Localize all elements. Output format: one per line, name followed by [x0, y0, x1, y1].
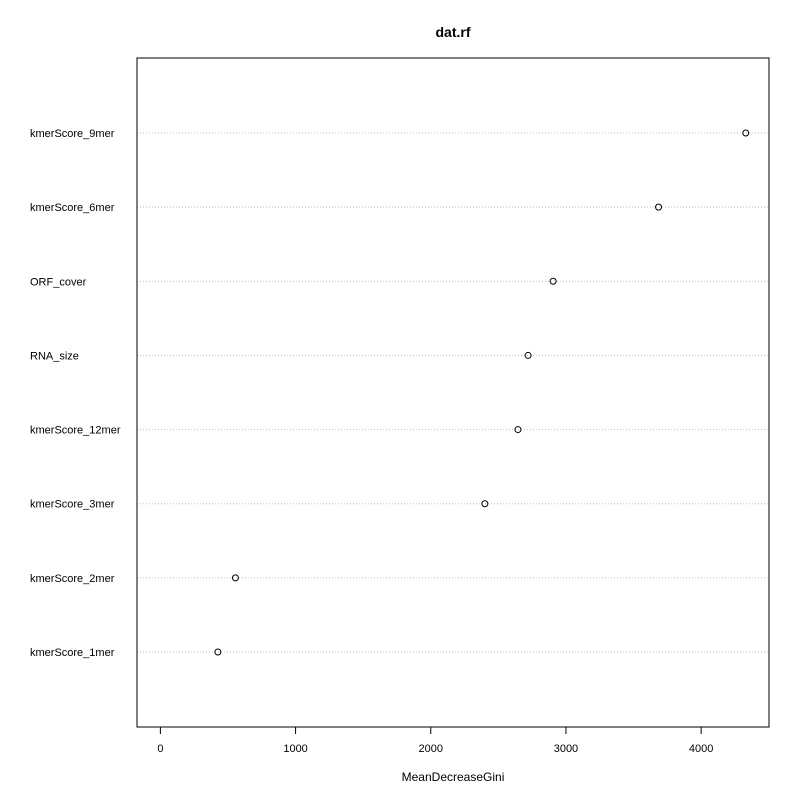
category-label: RNA_size — [30, 350, 79, 362]
x-axis-label: MeanDecreaseGini — [402, 770, 505, 784]
x-tick-label: 2000 — [419, 743, 443, 755]
data-point — [214, 648, 222, 656]
category-label: ORF_cover — [30, 276, 87, 288]
category-label: kmerScore_6mer — [30, 202, 115, 214]
data-point — [742, 129, 750, 137]
x-tick-label: 1000 — [283, 743, 307, 755]
data-point — [655, 203, 663, 211]
category-label: kmerScore_9mer — [30, 128, 115, 140]
category-label: kmerScore_12mer — [30, 425, 121, 437]
plot-frame — [136, 57, 770, 728]
x-tick-label: 3000 — [554, 743, 578, 755]
category-label: kmerScore_2mer — [30, 573, 115, 585]
x-tick-label: 0 — [157, 743, 163, 755]
category-label: kmerScore_3mer — [30, 499, 115, 511]
data-point — [514, 426, 522, 434]
x-tick-label: 4000 — [689, 743, 713, 755]
data-point — [481, 500, 489, 508]
data-point — [231, 574, 239, 582]
chart-title: dat.rf — [436, 24, 471, 40]
data-point — [524, 351, 532, 359]
category-label: kmerScore_1mer — [30, 647, 115, 659]
data-point — [549, 277, 557, 285]
